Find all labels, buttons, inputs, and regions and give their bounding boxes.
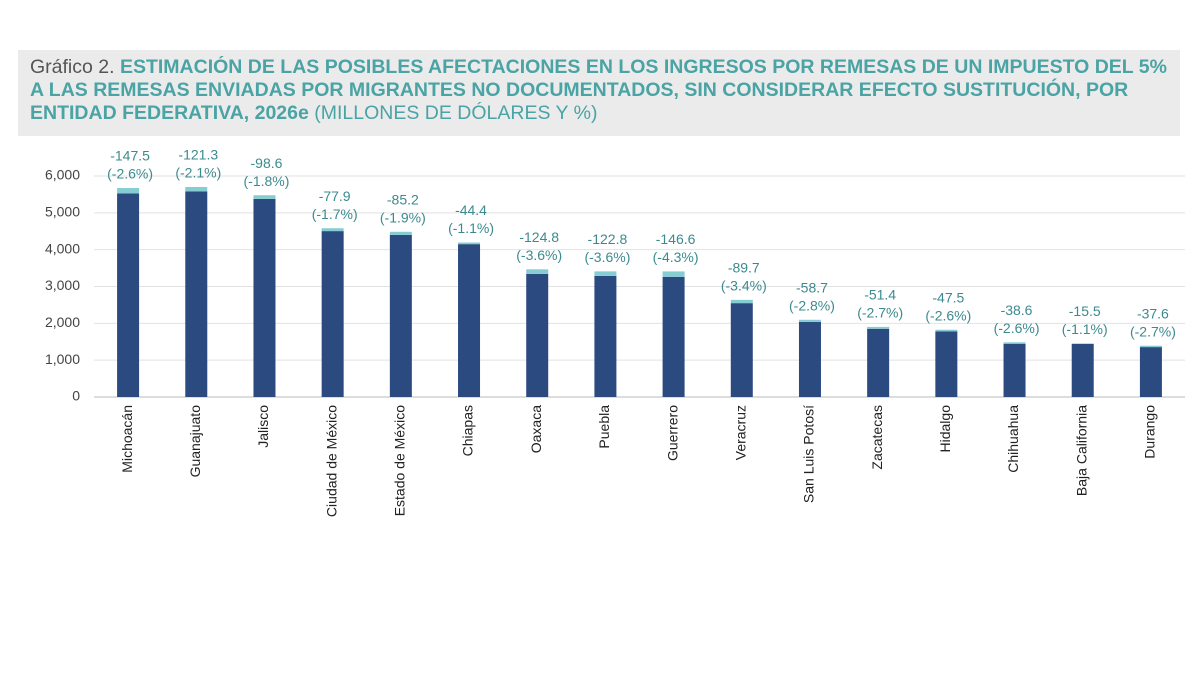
- bar-segment: [1139, 345, 1162, 348]
- bar-segment: [798, 321, 821, 397]
- pct-label: (-2.7%): [1130, 323, 1176, 339]
- bar-segment: [321, 231, 344, 397]
- value-label: -146.6: [656, 231, 696, 247]
- pct-label: (-2.7%): [857, 305, 903, 321]
- bar-segment: [458, 242, 481, 245]
- bar-segment: [458, 244, 481, 397]
- bar-segment: [253, 195, 276, 199]
- bar-segment: [935, 329, 958, 332]
- value-label: -124.8: [519, 229, 559, 245]
- value-label: -77.9: [319, 188, 351, 204]
- pct-label: (-1.8%): [244, 173, 290, 189]
- value-label: -38.6: [1001, 302, 1033, 318]
- x-tick-label: Durango: [1142, 405, 1158, 459]
- bar-segment: [594, 275, 617, 397]
- y-tick-label: 6,000: [45, 167, 80, 183]
- x-tick-label: Guanajuato: [187, 405, 203, 478]
- value-label: -37.6: [1137, 305, 1169, 321]
- bar-segment: [117, 188, 140, 194]
- y-tick-label: 2,000: [45, 314, 80, 330]
- pct-label: (-2.6%): [925, 307, 971, 323]
- value-label: -147.5: [110, 148, 150, 164]
- y-tick-label: 5,000: [45, 204, 80, 220]
- y-tick-label: 0: [72, 388, 80, 404]
- pct-label: (-2.6%): [107, 166, 153, 182]
- title-suffix: (MILLONES DE DÓLARES Y %): [314, 102, 598, 124]
- bar-segment: [526, 273, 549, 397]
- bar-segment: [389, 231, 412, 235]
- title-area: Gráfico 2. ESTIMACIÓN DE LAS POSIBLES AF…: [30, 56, 1170, 125]
- value-label: -58.7: [796, 279, 828, 295]
- title-box: [18, 50, 1180, 136]
- bar-segment: [389, 234, 412, 397]
- chart-title: ESTIMACIÓN DE LAS POSIBLES AFECTACIONES …: [30, 56, 1167, 124]
- bar-segment: [730, 299, 753, 304]
- x-tick-label: San Luis Potosí: [801, 405, 817, 503]
- bar-segment: [117, 193, 140, 397]
- bar-segment: [1071, 343, 1094, 344]
- x-tick-label: Zacatecas: [869, 405, 885, 470]
- bar-segment: [185, 191, 208, 397]
- bar-segment: [662, 276, 685, 397]
- pct-label: (-2.1%): [175, 165, 221, 181]
- value-label: -122.8: [588, 231, 628, 247]
- pct-label: (-1.7%): [312, 206, 358, 222]
- y-tick-label: 3,000: [45, 277, 80, 293]
- pct-label: (-3.4%): [721, 278, 767, 294]
- x-tick-label: Ciudad de México: [323, 405, 339, 517]
- title-prefix: Gráfico 2.: [30, 56, 115, 78]
- bar-segment: [253, 198, 276, 397]
- bar-segment: [1003, 343, 1026, 397]
- value-label: -89.7: [728, 260, 760, 276]
- bar-segment: [321, 228, 344, 232]
- pct-label: (-4.3%): [653, 249, 699, 265]
- x-tick-label: Estado de México: [392, 405, 408, 516]
- bar-segment: [1071, 343, 1094, 397]
- value-label: -15.5: [1069, 303, 1101, 319]
- value-label: -47.5: [932, 289, 964, 305]
- title-text: Gráfico 2. ESTIMACIÓN DE LAS POSIBLES AF…: [30, 56, 1170, 125]
- value-label: -44.4: [455, 202, 487, 218]
- bar-segment: [185, 187, 208, 192]
- x-tick-label: Oaxaca: [528, 405, 544, 453]
- y-tick-label: 1,000: [45, 351, 80, 367]
- pct-label: (-2.8%): [789, 297, 835, 313]
- bar-segment: [594, 271, 617, 276]
- x-tick-label: Veracruz: [732, 405, 748, 460]
- y-tick-label: 4,000: [45, 240, 80, 256]
- x-tick-label: Baja California: [1073, 405, 1089, 496]
- bar-segment: [935, 331, 958, 397]
- x-tick-label: Chihuahua: [1005, 405, 1021, 473]
- bar-segment: [1139, 347, 1162, 397]
- pct-label: (-2.6%): [994, 320, 1040, 336]
- pct-label: (-1.9%): [380, 209, 426, 225]
- x-tick-label: Michoacán: [119, 405, 135, 473]
- bar-segment: [867, 326, 890, 329]
- pct-label: (-3.6%): [516, 247, 562, 263]
- x-tick-label: Hidalgo: [937, 405, 953, 453]
- bar-segment: [526, 269, 549, 274]
- x-tick-label: Jalisco: [255, 405, 271, 448]
- x-tick-label: Guerrero: [664, 405, 680, 461]
- x-tick-label: Puebla: [596, 405, 612, 449]
- pct-label: (-3.6%): [584, 249, 630, 265]
- value-label: -121.3: [178, 147, 218, 163]
- pct-label: (-1.1%): [448, 220, 494, 236]
- bar-segment: [1003, 342, 1026, 344]
- bar-segment: [798, 319, 821, 322]
- bar-segment: [867, 328, 890, 397]
- value-label: -98.6: [251, 155, 283, 171]
- value-label: -51.4: [864, 287, 896, 303]
- x-tick-label: Chiapas: [460, 405, 476, 456]
- bar-segment: [730, 303, 753, 397]
- value-label: -85.2: [387, 191, 419, 207]
- pct-label: (-1.1%): [1062, 321, 1108, 337]
- bar-segment: [662, 271, 685, 277]
